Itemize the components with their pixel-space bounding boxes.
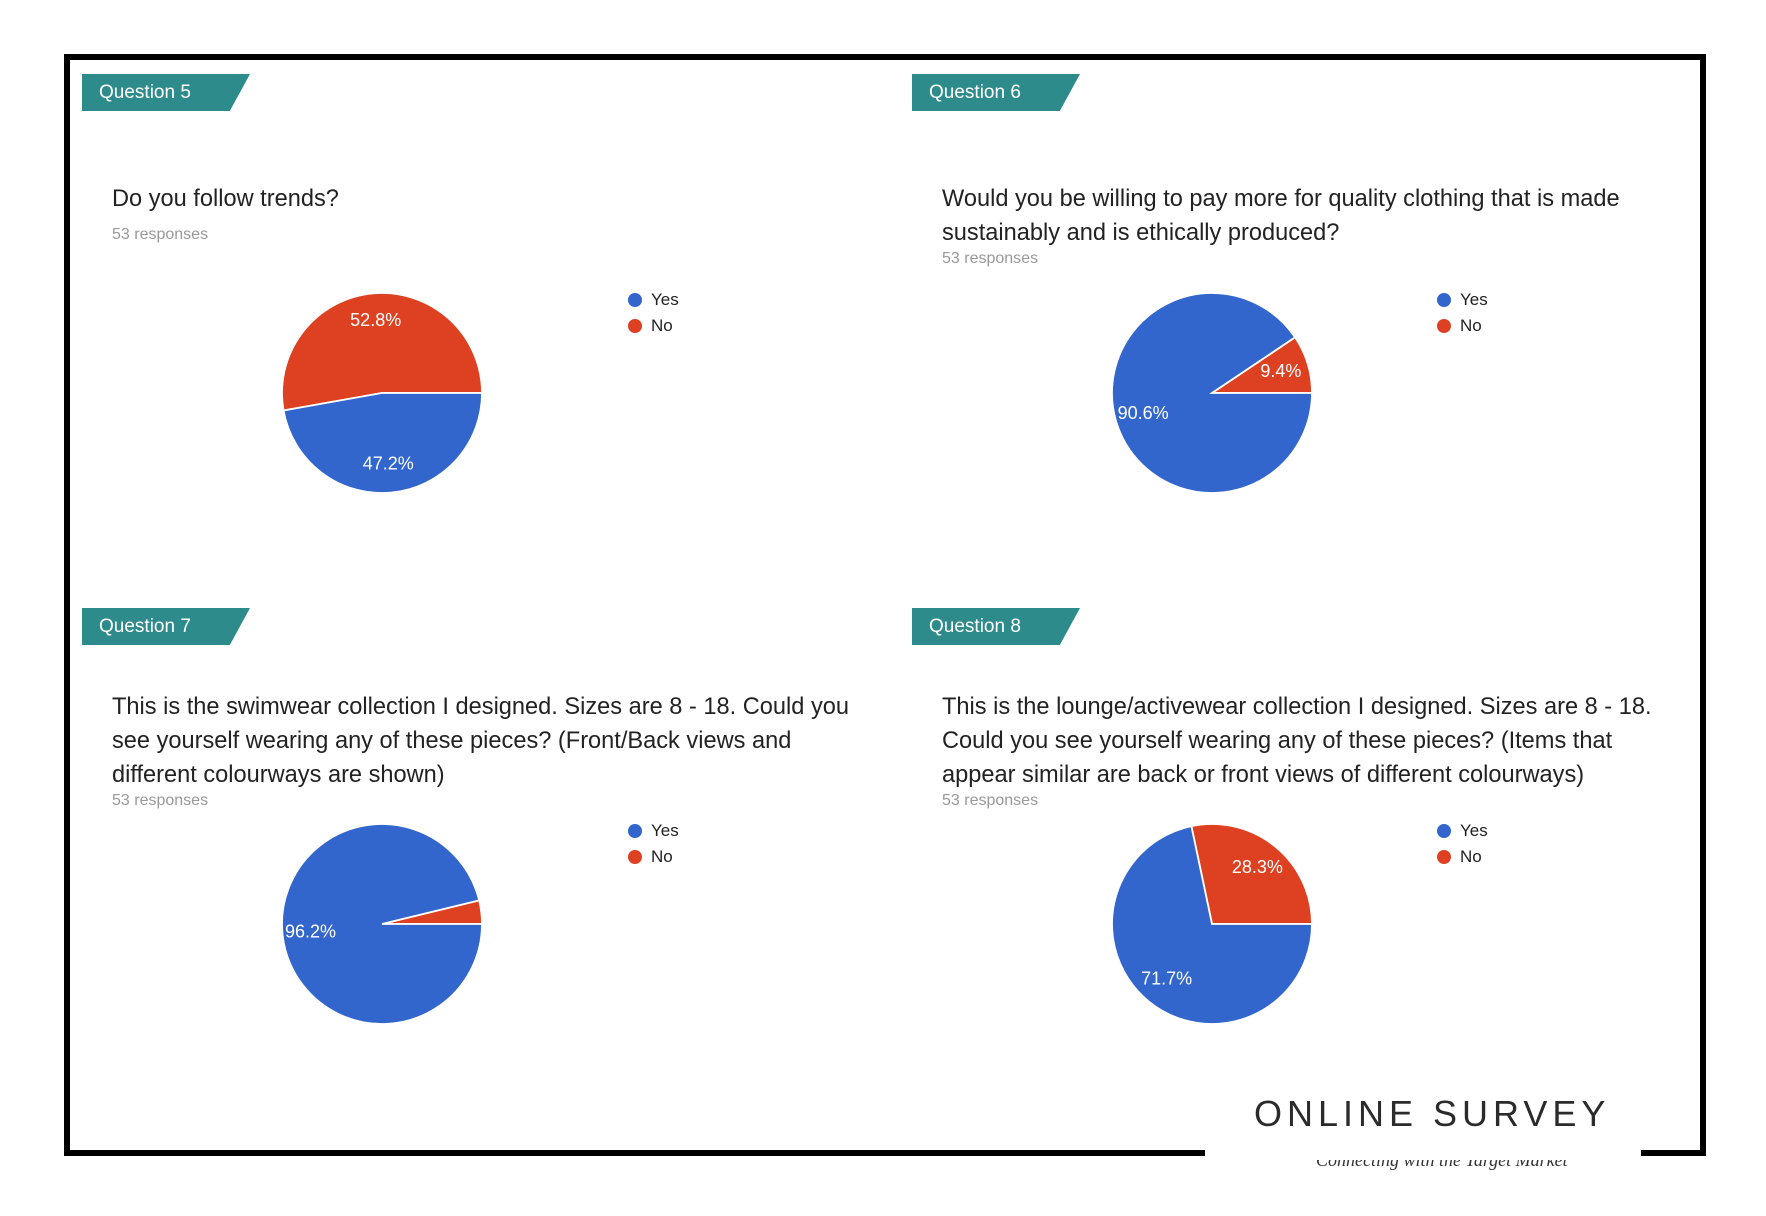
svg-text:71.7%: 71.7% xyxy=(1141,969,1192,989)
svg-text:90.6%: 90.6% xyxy=(1118,403,1169,423)
svg-text:28.3%: 28.3% xyxy=(1232,857,1283,877)
svg-text:47.2%: 47.2% xyxy=(363,453,414,473)
svg-text:9.4%: 9.4% xyxy=(1260,361,1301,381)
svg-text:96.2%: 96.2% xyxy=(285,921,336,941)
svg-text:52.8%: 52.8% xyxy=(350,310,401,330)
